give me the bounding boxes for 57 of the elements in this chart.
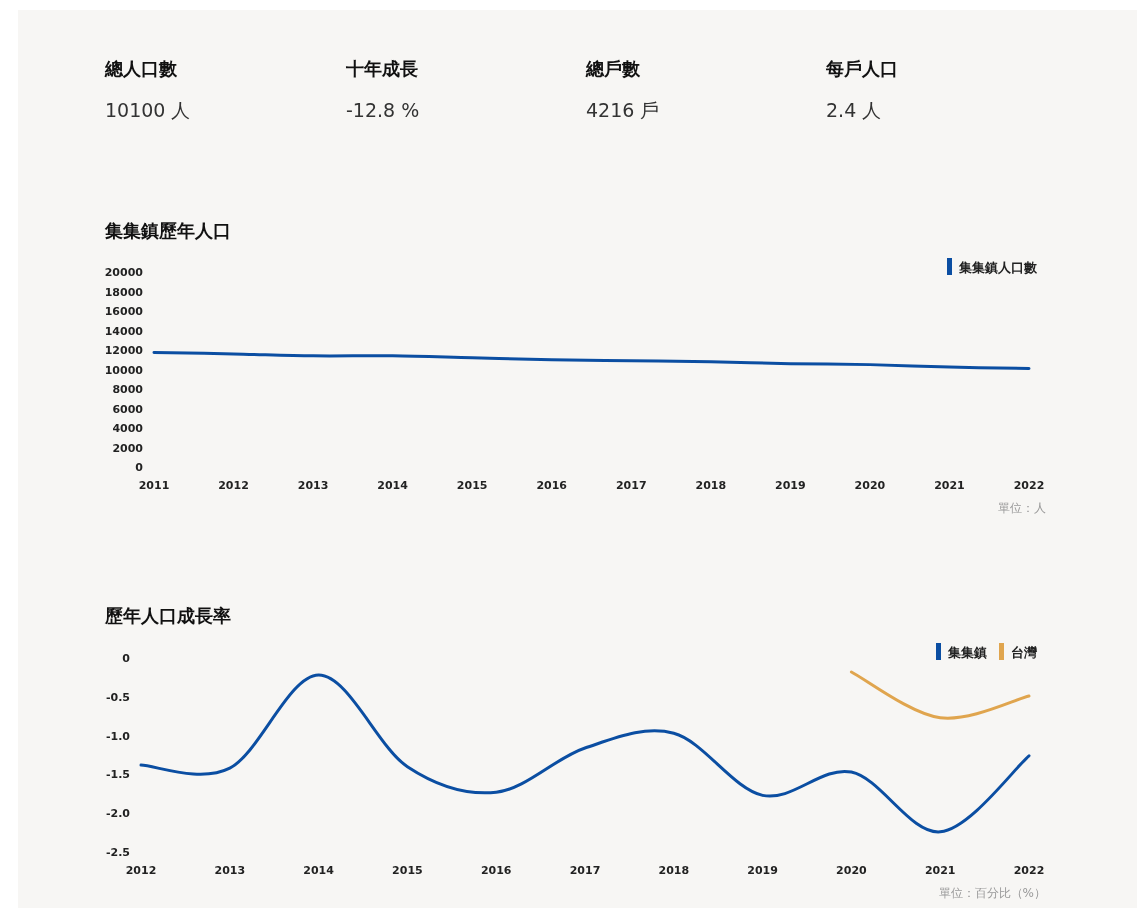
text: 總人口數 [104, 58, 178, 79]
y-tick-label: 20000 [104, 266, 144, 279]
x-tick-label: 2018 [658, 864, 690, 877]
x-tick-label: 2019 [775, 479, 806, 492]
x-tick-label: 2013 [214, 864, 246, 877]
x-tick-label: 2016 [536, 479, 568, 492]
legend-label: 集集鎮 [947, 645, 987, 660]
x-tick-label: 2012 [218, 479, 249, 492]
x-tick-label: 2020 [854, 479, 886, 492]
text: 10100 人 [105, 99, 191, 121]
y-tick-label: 18000 [104, 285, 144, 299]
y-tick-label: 8000 [112, 383, 144, 396]
y-tick-label: 12000 [104, 344, 144, 357]
x-tick-label: 2021 [924, 864, 956, 877]
chart-title: 歷年人口成長率 [104, 605, 231, 626]
text: 4216 戶 [586, 99, 660, 121]
y-tick-label: 10000 [104, 363, 144, 377]
chart-title: 集集鎮歷年人口 [104, 220, 231, 241]
x-tick-label: 2020 [836, 864, 868, 877]
x-tick-label: 2013 [297, 479, 329, 492]
x-tick-label: 2016 [480, 864, 512, 877]
text: 單位：百分比（%） [938, 886, 1046, 900]
text: -12.8 % [346, 99, 420, 121]
x-tick-label: 2015 [456, 479, 488, 492]
y-tick-label: 0 [135, 461, 144, 474]
x-tick-label: 2018 [695, 479, 727, 492]
x-tick-label: 2017 [569, 864, 601, 877]
text: 單位：人 [998, 501, 1046, 515]
y-tick-label: -0.5 [105, 690, 130, 704]
y-tick-label: -1.0 [105, 729, 131, 743]
text: 十年成長 [345, 58, 418, 79]
y-tick-label: 6000 [112, 402, 144, 416]
legend-label: 台灣 [1011, 645, 1038, 660]
x-tick-label: 2017 [615, 479, 647, 492]
y-tick-label: -2.0 [105, 807, 131, 821]
y-tick-label: -1.5 [105, 768, 130, 782]
text: 每戶人口 [825, 58, 898, 79]
x-tick-label: 2015 [392, 864, 423, 877]
x-tick-label: 2011 [138, 479, 170, 492]
y-tick-label: 4000 [112, 422, 144, 435]
x-tick-label: 2014 [303, 864, 335, 877]
y-tick-label: 14000 [104, 324, 144, 338]
x-tick-label: 2012 [125, 864, 157, 877]
x-tick-label: 2022 [1013, 479, 1045, 492]
x-tick-label: 2014 [377, 479, 409, 492]
x-tick-label: 2021 [934, 479, 965, 492]
line-series [139, 673, 1031, 834]
legend-label: 集集鎮人口數 [958, 260, 1038, 275]
x-tick-label: 2019 [747, 864, 778, 877]
line-series [152, 350, 1031, 371]
y-tick-label: -2.5 [105, 846, 130, 859]
y-tick-label: 0 [122, 652, 131, 665]
y-tick-label: 2000 [112, 441, 144, 455]
y-tick-label: 16000 [104, 305, 144, 318]
x-tick-label: 2022 [1013, 864, 1045, 877]
text: 總戶數 [585, 58, 641, 79]
text: 2.4 人 [826, 99, 882, 121]
